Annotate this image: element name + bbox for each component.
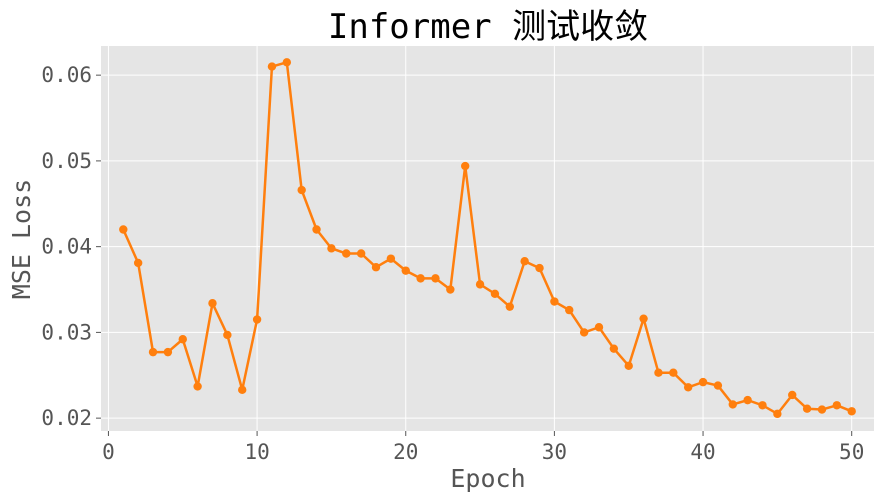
data-point [148, 347, 158, 357]
y-axis-label: MSE Loss [7, 179, 36, 299]
data-point [579, 328, 589, 337]
grid [101, 46, 874, 431]
plot-area [101, 46, 874, 431]
data-point [594, 323, 604, 332]
data-point [223, 330, 232, 340]
x-tick-label: 0 [102, 440, 115, 464]
data-point [743, 395, 752, 405]
data-point [431, 274, 440, 283]
data-point [550, 297, 559, 306]
data-point [133, 258, 143, 268]
x-tick-label: 30 [542, 440, 567, 464]
y-tick-label: 0.06 [41, 63, 92, 87]
data-point [446, 285, 455, 294]
data-point [832, 401, 842, 410]
data-point [267, 62, 277, 71]
data-point [297, 185, 306, 195]
data-point [758, 401, 767, 410]
data-point [475, 280, 485, 289]
data-point [327, 244, 336, 253]
data-point [817, 405, 827, 414]
data-point [654, 368, 663, 377]
data-point [624, 361, 633, 371]
data-point [193, 382, 202, 391]
data-point [386, 254, 396, 263]
y-tick-label: 0.03 [41, 320, 92, 344]
data-point [252, 315, 262, 324]
data-point [713, 381, 723, 390]
data-point [788, 390, 797, 400]
data-point [802, 404, 812, 413]
data-point [371, 263, 381, 272]
data-point [847, 407, 856, 416]
data-point [609, 344, 619, 353]
series-group [119, 58, 856, 419]
chart-title: Informer 测试收敛 [328, 7, 648, 47]
x-axis-label: Epoch [450, 464, 525, 493]
data-point [312, 225, 321, 234]
data-point [238, 385, 247, 395]
data-point [416, 274, 425, 283]
data-point [178, 335, 187, 344]
data-point [163, 347, 173, 357]
x-tick-label: 20 [393, 440, 418, 464]
x-tick-label: 10 [244, 440, 269, 464]
data-point [535, 263, 544, 273]
x-tick-label: 50 [839, 440, 864, 464]
y-tick-label: 0.02 [41, 406, 92, 430]
data-point [698, 377, 708, 387]
data-point [639, 314, 648, 323]
data-point [490, 289, 500, 299]
data-point [356, 249, 366, 258]
x-ticks: 0 10 20 30 40 50 [102, 431, 864, 464]
x-tick-label: 40 [690, 440, 715, 464]
data-point [505, 302, 514, 311]
data-point [773, 409, 782, 419]
data-point [683, 383, 693, 392]
data-point [401, 266, 410, 275]
data-point [282, 58, 292, 67]
data-point [565, 305, 574, 315]
data-point [342, 249, 351, 258]
data-point [461, 161, 470, 171]
data-point [728, 400, 737, 409]
y-tick-label: 0.04 [41, 235, 92, 259]
data-point [520, 257, 529, 266]
data-point [669, 368, 678, 377]
y-ticks: 0.02 0.03 0.04 0.05 0.06 [41, 63, 101, 430]
y-tick-label: 0.05 [41, 149, 92, 173]
data-point [119, 225, 128, 234]
data-point [208, 299, 217, 308]
